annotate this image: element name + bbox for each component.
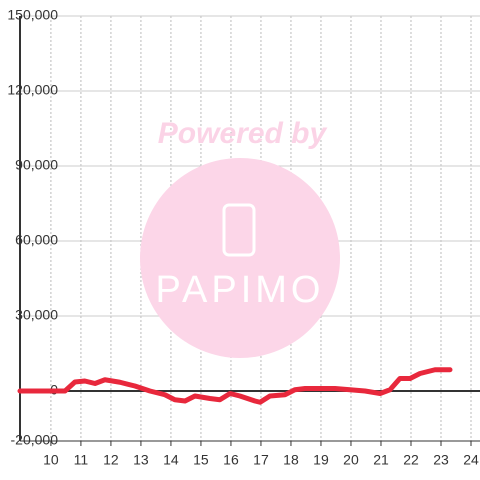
y-tick-label: 60,000 xyxy=(15,232,58,248)
x-tick-label: 23 xyxy=(433,452,449,468)
x-tick-label: 24 xyxy=(463,452,479,468)
watermark-icon xyxy=(222,203,256,257)
x-tick-label: 16 xyxy=(223,452,239,468)
y-tick-label: 30,000 xyxy=(15,307,58,323)
watermark-circle xyxy=(140,158,340,358)
watermark: Powered by PAPIMO xyxy=(140,117,340,358)
x-tick-label: 20 xyxy=(343,452,359,468)
plot: 10 11 12 13 14 15 16 17 18 19 20 21 22 23 24-20,000030… xyxy=(7,7,480,468)
y-tick-label: -20,000 xyxy=(11,432,59,448)
x-tick-label: 12 xyxy=(103,452,119,468)
y-tick-label: 150,000 xyxy=(7,7,58,23)
x-tick-label: 11 xyxy=(74,452,89,468)
x-tick-label: 13 xyxy=(133,452,149,468)
watermark-title: Powered by xyxy=(158,117,328,150)
y-tick-label: 120,000 xyxy=(7,82,58,98)
x-tick-label: 15 xyxy=(193,452,209,468)
x-tick-label: 19 xyxy=(313,452,329,468)
y-tick-label: 90,000 xyxy=(15,157,58,173)
x-tick-label: 18 xyxy=(283,452,299,468)
x-tick-label: 10 xyxy=(43,452,59,468)
x-tick-label: 14 xyxy=(163,452,179,468)
x-tick-label: 22 xyxy=(403,452,419,468)
x-tick-label: 21 xyxy=(373,452,389,468)
x-tick-label: 17 xyxy=(253,452,269,468)
watermark-logo: PAPIMO xyxy=(156,269,325,311)
data-line xyxy=(17,367,453,405)
